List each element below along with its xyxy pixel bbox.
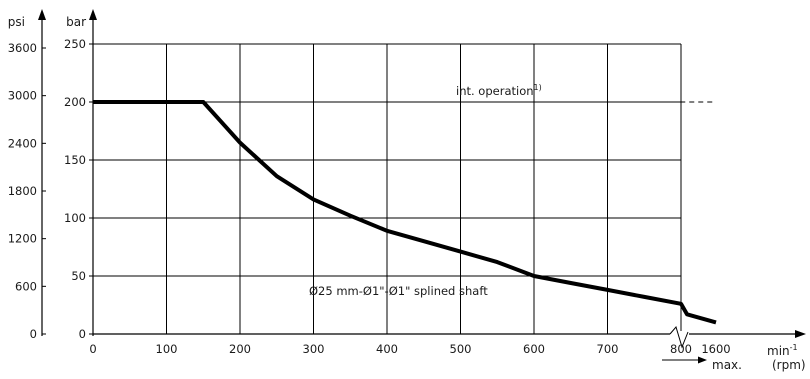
- grid: [93, 43, 682, 334]
- max-arrow-head: [698, 356, 707, 364]
- int-operation-footnote: 1): [534, 83, 542, 92]
- x-axis-break-gap: [670, 331, 689, 337]
- labels: psi bar int. operation1) Ø25 mm-Ø1"-Ø1" …: [8, 15, 806, 372]
- axes: 0 50 100 150 200 250 0 600 1200 1800 2400 3000 3600 0…: [8, 9, 806, 364]
- psi-tick-label-3600: 3600: [8, 41, 37, 55]
- pressure-limit-curve: [93, 100, 717, 325]
- bar-tick-label-0: 0: [79, 327, 86, 341]
- x-tick-label-200: 200: [229, 342, 251, 356]
- x-axis-break-mark: [669, 325, 689, 349]
- psi-tick-label-1800: 1800: [8, 184, 37, 198]
- x-axis-unit-text: min: [767, 344, 790, 358]
- x-axis-unit: min-1: [767, 343, 798, 358]
- x-tick-label-700: 700: [597, 342, 619, 356]
- shaft-annotation: Ø25 mm-Ø1"-Ø1" splined shaft: [309, 284, 488, 298]
- int-operation-annotation: int. operation1): [456, 83, 542, 98]
- psi-tick-label-0: 0: [30, 327, 37, 341]
- x-tick-label-100: 100: [156, 342, 178, 356]
- x-max-label: max.: [712, 358, 742, 372]
- x-axis-arrow: [795, 330, 806, 338]
- bar-tick-label-250: 250: [64, 37, 86, 51]
- bar-axis-arrow: [89, 9, 97, 20]
- bar-tick-label-50: 50: [71, 269, 86, 283]
- psi-tick-label-600: 600: [15, 279, 37, 293]
- x-tick-label-0: 0: [89, 342, 96, 356]
- bar-tick-label-150: 150: [64, 153, 86, 167]
- x-axis-unit-superscript: -1: [790, 343, 798, 352]
- x-tick-label-800: 800: [670, 342, 692, 356]
- psi-tick-label-2400: 2400: [8, 136, 37, 150]
- x-tick-label-300: 300: [303, 342, 325, 356]
- psi-tick-label-1200: 1200: [8, 232, 37, 246]
- bar-axis-unit: bar: [66, 15, 86, 29]
- bar-tick-label-200: 200: [64, 95, 86, 109]
- psi-axis-unit: psi: [8, 15, 25, 29]
- int-operation-text: int. operation: [456, 84, 534, 98]
- x-axis-unit-rpm: (rpm): [772, 358, 806, 372]
- series-layer: [93, 100, 717, 325]
- x-tick-label-400: 400: [376, 342, 398, 356]
- x-tick-label-500: 500: [450, 342, 472, 356]
- x-tick-label-1600: 1600: [701, 342, 730, 356]
- psi-tick-label-3000: 3000: [8, 89, 37, 103]
- psi-axis-arrow: [38, 9, 46, 20]
- x-tick-label-600: 600: [523, 342, 545, 356]
- bar-tick-label-100: 100: [64, 211, 86, 225]
